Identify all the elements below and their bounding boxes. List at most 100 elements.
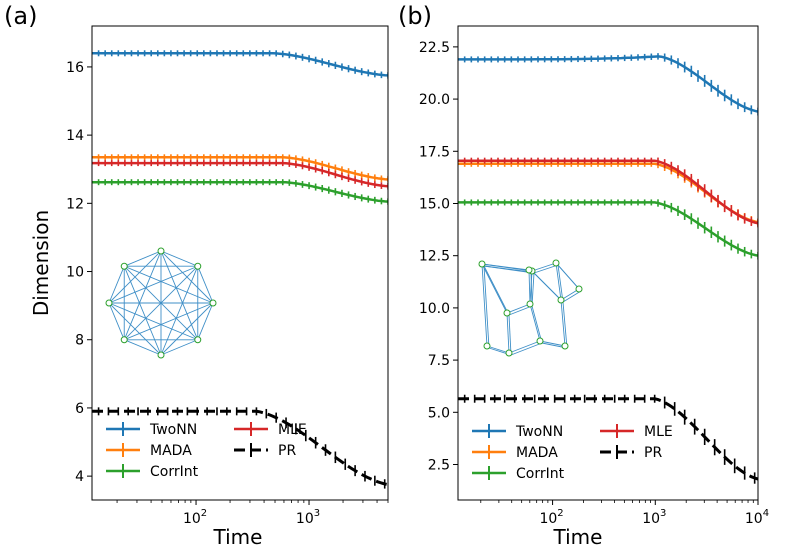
x-tick-base: 10 <box>296 511 314 527</box>
inset-node <box>557 296 565 304</box>
legend-label: MADA <box>516 445 558 461</box>
y-tick-label: 14 <box>66 128 84 144</box>
x-tick-base: 10 <box>745 511 763 527</box>
x-tick-label: 102 <box>539 508 563 527</box>
inset-node <box>525 266 533 274</box>
x-tick-exponent: 2 <box>557 508 563 519</box>
legend-label: TwoNN <box>515 424 563 440</box>
series-line-corrint <box>458 201 758 257</box>
y-tick-label: 17.5 <box>419 144 450 160</box>
legend-label: TwoNN <box>149 422 197 438</box>
legend-item-mada[interactable]: MADA <box>106 443 192 459</box>
x-tick-label: 102 <box>183 508 207 527</box>
inset-edge <box>528 269 531 305</box>
inset-edge <box>197 266 214 304</box>
inset-edge <box>529 270 533 305</box>
legend-item-twonn[interactable]: TwoNN <box>472 424 563 440</box>
legend-label: PR <box>278 443 296 459</box>
legend-item-corrint[interactable]: CorrInt <box>106 464 199 480</box>
legend-item-twonn[interactable]: TwoNN <box>106 422 197 438</box>
series-line-mle <box>92 161 388 188</box>
legend-label: PR <box>644 445 662 461</box>
y-tick-label: 15.0 <box>419 196 450 212</box>
inset-node <box>552 259 560 267</box>
inset-edge <box>197 302 214 340</box>
inset-node <box>561 342 569 350</box>
legend: TwoNN MADA CorrInt MLE PR <box>106 422 307 480</box>
legend-item-pr[interactable]: PR <box>600 445 662 461</box>
x-tick-exponent: 3 <box>314 508 320 519</box>
legend-item-mle[interactable]: MLE <box>600 424 673 440</box>
inset-graph <box>105 247 217 359</box>
legend-label: CorrInt <box>150 464 199 480</box>
inset-edge <box>124 265 214 304</box>
x-tick-exponent: 4 <box>763 508 769 519</box>
inset-edge <box>506 312 510 354</box>
legend: TwoNN MADA CorrInt MLE PR <box>472 424 673 482</box>
x-tick-label: 104 <box>745 508 769 527</box>
series-line-mle <box>458 159 758 225</box>
panel-a: (a)102 10346810121416TimeDimensionTwoNNMA… <box>4 2 389 549</box>
y-tick-label: 22.5 <box>419 40 450 56</box>
inset-edge <box>531 272 535 307</box>
y-axis-label: Dimension <box>29 210 53 316</box>
inset-node <box>120 336 128 344</box>
x-tick-label: 103 <box>296 508 320 527</box>
inset-edge <box>481 263 530 271</box>
x-tick-base: 10 <box>642 511 660 527</box>
inset-edge <box>562 301 568 349</box>
inset-edge <box>481 263 488 347</box>
inset-node <box>209 299 217 307</box>
inset-edge <box>531 262 557 272</box>
plot-area <box>92 50 388 489</box>
legend-label: MLE <box>644 424 673 440</box>
panel-label: (a) <box>4 2 37 30</box>
axes-frame <box>457 25 759 501</box>
legend-item-corrint[interactable]: CorrInt <box>472 466 565 482</box>
x-tick-exponent: 3 <box>660 508 666 519</box>
y-tick-label: 6 <box>75 401 84 417</box>
y-tick-label: 7.5 <box>428 353 450 369</box>
inset-edge <box>562 290 582 303</box>
y-tick-label: 12.5 <box>419 249 450 265</box>
inset-edge <box>555 262 562 301</box>
inset-edge <box>481 263 508 314</box>
x-tick-base: 10 <box>183 511 201 527</box>
inset-edge <box>124 339 162 356</box>
inset-edge <box>160 250 198 267</box>
inset-edge <box>108 266 125 304</box>
y-tick-label: 10.0 <box>419 301 450 317</box>
series-line-mada <box>458 162 758 224</box>
inset-edge <box>506 303 531 314</box>
y-tick-label: 2.5 <box>428 458 450 474</box>
inset-edge <box>483 265 490 349</box>
series-line-twonn <box>92 52 388 77</box>
inset-edge <box>533 272 564 303</box>
inset-edge <box>539 340 566 347</box>
inset-node <box>503 309 511 317</box>
inset-edge <box>486 345 510 354</box>
inset-node <box>478 260 486 268</box>
inset-edge <box>529 303 541 342</box>
x-axis-label: Time <box>213 525 263 549</box>
inset-node <box>194 262 202 270</box>
inset-node <box>536 337 544 345</box>
series-line-mada <box>92 156 388 181</box>
inset-edge <box>483 265 532 273</box>
inset-edge <box>560 288 580 301</box>
series-line-corrint <box>92 180 388 203</box>
y-tick-label: 16 <box>66 60 84 76</box>
legend-item-mada[interactable]: MADA <box>472 445 558 461</box>
inset-edge <box>533 264 559 274</box>
legend-item-pr[interactable]: PR <box>234 443 296 459</box>
inset-edge <box>530 271 533 307</box>
legend-item-mle[interactable]: MLE <box>234 422 307 438</box>
series-line-pr <box>92 409 388 487</box>
inset-edge <box>508 340 541 354</box>
inset-edge <box>557 264 564 303</box>
inset-node <box>120 262 128 270</box>
inset-graph <box>478 259 583 357</box>
inset-edge <box>508 305 533 316</box>
inset-edge <box>160 339 198 356</box>
